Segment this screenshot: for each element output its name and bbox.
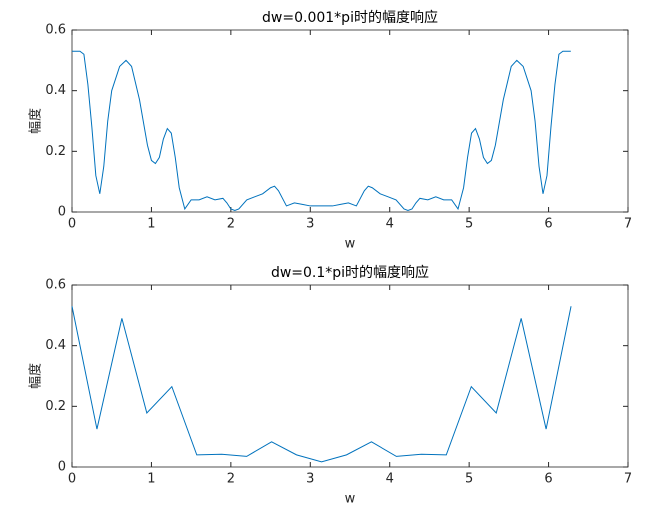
y-tick-label: 0.6	[45, 278, 66, 293]
chart-title: dw=0.001*pi时的幅度响应	[262, 9, 438, 26]
y-tick-label: 0.4	[45, 338, 66, 353]
y-tick-label: 0.6	[45, 23, 66, 38]
x-tick-label: 5	[465, 217, 473, 232]
y-tick-label: 0	[58, 205, 66, 220]
x-tick-label: 3	[306, 217, 314, 232]
y-tick-label: 0.2	[45, 144, 66, 159]
y-tick-label: 0	[58, 460, 66, 475]
x-tick-label: 1	[147, 217, 155, 232]
x-tick-label: 6	[544, 217, 552, 232]
x-tick-label: 2	[227, 472, 235, 487]
x-axis-label: w	[345, 237, 356, 252]
x-tick-label: 0	[68, 472, 76, 487]
line-series	[71, 306, 572, 463]
y-axis-label: 幅度	[28, 363, 44, 389]
x-tick-label: 7	[624, 472, 632, 487]
y-axis-label: 幅度	[28, 108, 44, 134]
x-tick-label: 6	[544, 472, 552, 487]
chart-title: dw=0.1*pi时的幅度响应	[271, 264, 429, 281]
x-tick-label: 0	[68, 217, 76, 232]
x-axis-label: w	[345, 492, 356, 507]
x-tick-label: 5	[465, 472, 473, 487]
x-tick-label: 4	[386, 217, 394, 232]
x-tick-label: 7	[624, 217, 632, 232]
y-tick-label: 0.4	[45, 83, 66, 98]
axes-box	[71, 284, 629, 468]
y-tick-label: 0.2	[45, 399, 66, 414]
line-series	[72, 50, 571, 212]
x-tick-label: 1	[147, 472, 155, 487]
x-tick-label: 4	[386, 472, 394, 487]
x-tick-label: 3	[306, 472, 314, 487]
x-tick-label: 2	[227, 217, 235, 232]
